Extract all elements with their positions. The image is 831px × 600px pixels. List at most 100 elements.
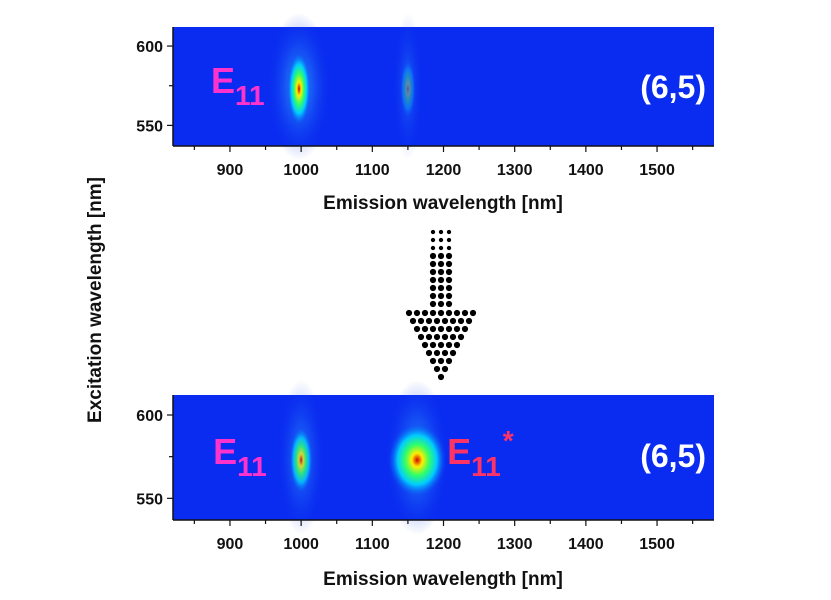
bottom-x-tick-label: 900 [217,536,244,553]
top-peak-0-core [286,50,311,127]
top-heatmap-panel: E11 900 1000 1100 1200 1300 1400 1500 550 600 E… [136,12,714,214]
arrow-dot [457,317,465,325]
arrow-dot [429,284,437,292]
arrow-dot [437,260,445,268]
bottom-x-tick-label: 1000 [283,536,319,553]
arrow-dot [429,357,437,365]
bottom-x-tick-label: 1200 [426,536,462,553]
arrow-dot [441,317,449,325]
shared-y-axis-label: Excitation wavelength [nm] [85,177,106,423]
bottom-peak-0-label: E11 [213,431,267,482]
arrow-dot [445,268,453,276]
top-y-tick-label: 550 [136,118,163,135]
top-x-tick-label: 1200 [426,162,462,179]
bottom-x-tick-label: 1300 [497,536,533,553]
bottom-peak-0-core [289,425,314,495]
arrow-dot [421,309,429,317]
bottom-x-tick-label: 1400 [568,536,604,553]
top-x-axis-label: Emission wavelength [nm] [323,193,563,214]
top-peak-1-core [399,58,416,120]
arrow-dot [445,292,453,300]
arrow-dot [430,245,436,251]
top-x-tick-label: 1500 [639,162,675,179]
bottom-heatmap-panel: E11 E11* 900 1000 1100 1200 1300 1400 1500 550 6… [136,380,714,590]
arrow-dot [453,341,461,349]
arrow-dot [430,229,436,235]
arrow-dot [409,317,417,325]
arrow-dot [441,333,449,341]
arrow-dot [417,317,425,325]
arrow-dot [405,309,413,317]
bottom-chirality-label: (6,5) [640,438,706,474]
arrow-dot [429,252,437,260]
bottom-heatmap-marks: E11 E11* [213,380,514,535]
arrow-dot [429,300,437,308]
top-y-tick-labels: 550 600 [136,27,174,146]
arrow-dot [445,260,453,268]
arrow-dot [437,276,445,284]
arrow-dot [441,349,449,357]
arrow-dot [437,341,445,349]
arrow-dot [437,268,445,276]
arrow-dot [425,333,433,341]
bottom-peak-1-label: E11* [447,425,514,482]
arrow-dot [446,237,452,243]
arrow-dot [453,325,461,333]
arrow-dot [425,349,433,357]
arrow-dot [465,317,473,325]
arrow-dot [449,317,457,325]
arrow-dot [445,284,453,292]
arrow-dot [413,309,421,317]
top-x-tick-label: 1000 [283,162,319,179]
top-heatmap-background [173,27,714,146]
top-x-tick-labels: 900 1000 1100 1200 1300 1400 1500 [173,145,714,179]
arrow-dot [429,292,437,300]
arrow-dot [421,341,429,349]
top-chirality-label: (6,5) [640,69,706,105]
bottom-x-axis-label: Emission wavelength [nm] [323,569,563,590]
bottom-y-tick-labels: 550 600 [136,395,174,520]
bottom-x-tick-label: 1500 [639,536,675,553]
arrow-dot [461,325,469,333]
top-x-tick-label: 900 [217,162,244,179]
arrow-dot [445,309,453,317]
top-x-tick-label: 1100 [355,162,390,179]
dotted-down-arrow [405,229,477,381]
top-y-tick-label: 600 [136,39,163,56]
arrow-dot [413,325,421,333]
arrow-dot [449,349,457,357]
bottom-y-tick-label: 600 [136,408,163,425]
arrow-dot [457,333,465,341]
arrow-dot [437,252,445,260]
arrow-dot [437,309,445,317]
top-peak-1 [392,12,423,161]
arrow-dot [429,276,437,284]
top-peak-0: E11 [211,12,331,161]
top-x-tick-label: 1300 [497,162,533,179]
arrow-dot [417,333,425,341]
bottom-y-tick-label: 550 [136,491,163,508]
top-x-tick-label: 1400 [568,162,604,179]
arrow-dot [437,284,445,292]
arrow-dot [437,292,445,300]
arrow-dot [433,349,441,357]
arrow-dot [429,268,437,276]
arrow-dot [437,300,445,308]
arrow-dot [433,333,441,341]
arrow-dot [429,325,437,333]
arrow-dot [429,341,437,349]
bottom-peak-0: E11 [213,380,326,535]
arrow-dot [429,309,437,317]
arrow-dot [445,341,453,349]
arrow-dot [445,300,453,308]
arrow-dot [469,309,477,317]
arrow-dot [437,357,445,365]
top-heatmap-marks: E11 [211,12,423,161]
bottom-peak-1-core [387,422,448,498]
arrow-dot [433,317,441,325]
bottom-x-tick-label: 1100 [355,536,390,553]
arrow-dot [461,309,469,317]
arrow-dot [438,229,444,235]
bottom-peak-1: E11* [385,380,514,535]
